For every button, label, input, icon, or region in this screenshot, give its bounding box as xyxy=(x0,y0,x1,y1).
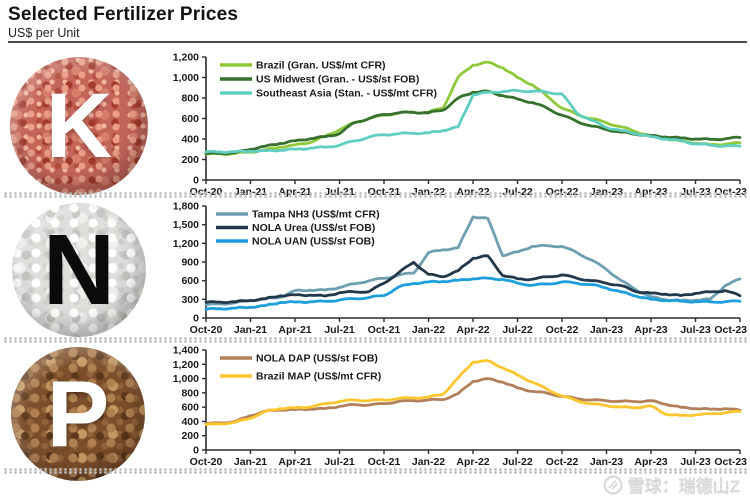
y-tick-label: 0 xyxy=(193,175,199,187)
y-tick-label: 1,200 xyxy=(173,359,199,371)
x-tick-label: Apr-22 xyxy=(456,456,489,468)
x-tick-label: Oct-20 xyxy=(190,456,223,468)
y-tick-label: 1,800 xyxy=(173,201,199,213)
y-tick-label: 0 xyxy=(193,445,199,457)
panel-separator xyxy=(4,337,748,343)
potash-photo: K xyxy=(10,57,148,195)
page-subtitle: US$ per Unit xyxy=(8,26,80,40)
x-tick-label: Jul-21 xyxy=(324,324,355,336)
x-tick-label: Oct-20 xyxy=(190,324,223,336)
x-tick-label: Jan-23 xyxy=(590,456,623,468)
x-tick-label: Jul-23 xyxy=(680,324,711,336)
x-tick-label: Jan-23 xyxy=(590,324,623,336)
series-line-1 xyxy=(204,359,742,426)
panel-separator xyxy=(4,192,748,198)
y-tick-label: 400 xyxy=(181,134,199,146)
series-line-1 xyxy=(204,89,742,156)
watermark: 雪球：瑞德山Z xyxy=(603,472,740,497)
x-tick-label: Apr-21 xyxy=(278,324,311,336)
y-tick-label: 0 xyxy=(193,313,199,325)
x-tick-label: Jan-22 xyxy=(412,456,445,468)
x-tick-label: Oct-22 xyxy=(546,324,579,336)
y-tick-label: 600 xyxy=(181,402,199,414)
y-tick-label: 200 xyxy=(181,430,199,442)
x-tick-label: Jan-21 xyxy=(234,456,267,468)
y-tick-label: 200 xyxy=(181,154,199,166)
potash-price-chart: 02004006008001,0001,200Oct-20Jan-21Apr-2… xyxy=(156,50,748,199)
y-tick-label: 800 xyxy=(181,93,199,105)
x-tick-label: Oct-23 xyxy=(714,324,747,336)
legend-label: NOLA DAP (US$/st FOB) xyxy=(256,353,378,365)
x-tick-label: Apr-21 xyxy=(278,456,311,468)
x-tick-label: Jul-23 xyxy=(680,456,711,468)
series-line-1 xyxy=(204,254,742,304)
x-tick-label: Apr-23 xyxy=(634,324,667,336)
y-tick-label: 400 xyxy=(181,416,199,428)
series-line-2 xyxy=(204,276,742,311)
y-tick-label: 1,500 xyxy=(173,219,199,231)
x-tick-label: Oct-21 xyxy=(368,456,401,468)
phosphate-price-chart: 0 200 400 600 800 1,000 1,200 1,400 Oct-20 Jan-21… xyxy=(156,342,748,469)
legend-label: Brazil MAP (US$/mt CFR) xyxy=(256,371,381,383)
header-divider xyxy=(8,41,747,43)
x-tick-label: Oct-21 xyxy=(368,324,401,336)
x-tick-label: Oct-22 xyxy=(546,456,579,468)
y-tick-label: 1,200 xyxy=(173,52,199,64)
legend-label: NOLA UAN (US$/st FOB) xyxy=(252,236,375,248)
axis xyxy=(205,350,740,451)
y-tick-label: 1,000 xyxy=(173,373,199,385)
potash-letter: K xyxy=(45,75,113,177)
x-tick-label: Jan-21 xyxy=(234,324,267,336)
series-line-0 xyxy=(204,377,742,426)
y-tick-label: 1,200 xyxy=(173,238,199,250)
x-tick-label: Apr-22 xyxy=(456,324,489,336)
phosphate-letter: P xyxy=(46,361,110,466)
series-line-2 xyxy=(204,88,742,154)
panel-separator xyxy=(4,468,748,474)
watermark-text: 雪球：瑞德山Z xyxy=(627,477,740,496)
x-tick-label: Oct-23 xyxy=(714,456,747,468)
series-line-0 xyxy=(204,215,742,307)
y-tick-label: 900 xyxy=(181,257,199,269)
nitrogen-photo: N xyxy=(12,203,146,337)
y-tick-label: 600 xyxy=(181,275,199,287)
y-tick-label: 1,400 xyxy=(173,345,199,357)
phosphate-photo: P xyxy=(11,347,145,481)
xueqiu-logo-icon xyxy=(603,475,623,494)
x-tick-label: Jul-22 xyxy=(502,324,533,336)
nitrogen-letter: N xyxy=(42,214,116,326)
x-tick-label: Apr-23 xyxy=(634,456,667,468)
y-tick-label: 1,000 xyxy=(173,72,199,84)
y-tick-label: 600 xyxy=(181,113,199,125)
x-tick-label: Jul-21 xyxy=(324,456,355,468)
page-title: Selected Fertilizer Prices xyxy=(8,4,239,25)
x-tick-label: Jul-22 xyxy=(502,456,533,468)
legend-label: US Midwest (Gran. - US$/st FOB) xyxy=(256,74,419,86)
legend-label: Brazil (Gran. US$/mt CFR) xyxy=(256,60,386,72)
legend-label: Southeast Asia (Stan. - US$/mt CFR) xyxy=(256,88,437,100)
legend-label: Tampa NH3 (US$/mt CFR) xyxy=(252,209,380,221)
y-tick-label: 800 xyxy=(181,387,199,399)
x-tick-label: Jan-22 xyxy=(412,324,445,336)
y-tick-label: 300 xyxy=(181,294,199,306)
nitrogen-price-chart: 0 300 600 900 1,200 1,500 1,800 Oct-20 Jan-21 Apr… xyxy=(156,200,748,337)
legend-label: NOLA Urea (US$/st FOB) xyxy=(252,222,375,234)
